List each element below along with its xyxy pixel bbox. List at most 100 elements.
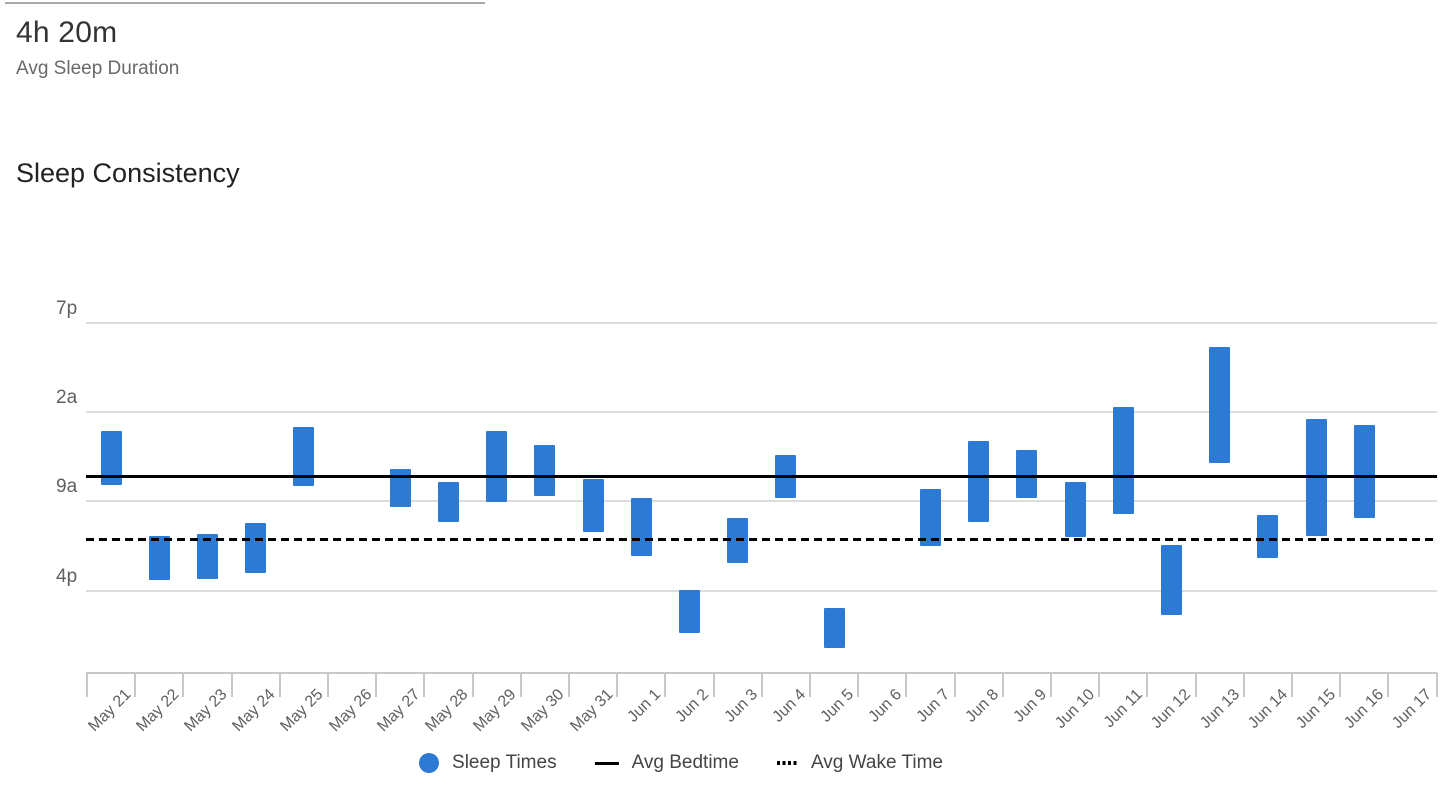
sleep-bar-jun-10[interactable] bbox=[1064, 481, 1086, 537]
y-axis-label-9a: 9a bbox=[56, 476, 78, 498]
x-axis-tick bbox=[953, 673, 956, 697]
sleep-bar-may-21[interactable] bbox=[100, 431, 122, 486]
x-axis-tick bbox=[905, 673, 908, 697]
x-axis-label-jun-4: Jun 4 bbox=[769, 686, 809, 726]
sleep-bar-may-23[interactable] bbox=[197, 534, 218, 579]
x-axis-tick bbox=[1387, 673, 1390, 697]
x-axis-tick bbox=[423, 673, 426, 697]
x-axis-tick bbox=[519, 673, 522, 697]
x-axis-tick bbox=[1194, 673, 1197, 697]
sleep-bar-may-28[interactable] bbox=[438, 482, 459, 523]
x-axis-tick bbox=[1050, 673, 1052, 697]
sleep-bar-jun-11[interactable] bbox=[1112, 406, 1134, 515]
x-axis-tick bbox=[1291, 673, 1293, 697]
legend-item-avg-wake-time[interactable]: Avg Wake Time bbox=[776, 752, 943, 774]
sleep-bar-may-29[interactable] bbox=[486, 431, 508, 502]
legend-item-sleep-times[interactable]: Sleep Times bbox=[419, 752, 557, 774]
avg-sleep-duration-label: Avg Sleep Duration bbox=[16, 58, 180, 79]
x-axis-tick bbox=[471, 673, 474, 697]
x-axis-label-may-31: May 31 bbox=[567, 686, 617, 736]
x-axis-label-jun-11: Jun 11 bbox=[1101, 686, 1147, 732]
x-axis-label-jun-6: Jun 6 bbox=[865, 686, 906, 726]
x-axis-label-may-26: May 26 bbox=[326, 686, 376, 736]
x-axis-tick bbox=[1098, 673, 1101, 697]
x-axis-tick bbox=[327, 673, 329, 697]
y-gridline-7p bbox=[86, 321, 1437, 324]
x-axis-tick bbox=[182, 673, 185, 697]
x-axis-label-jun-8: Jun 8 bbox=[962, 686, 1002, 726]
x-axis-tick bbox=[568, 673, 570, 697]
sleep-bar-may-30[interactable] bbox=[534, 444, 556, 496]
y-axis-label-2a: 2a bbox=[56, 387, 78, 409]
y-axis-label-7p: 7p bbox=[56, 297, 78, 319]
legend-label-avg-wake-time: Avg Wake Time bbox=[810, 752, 943, 773]
x-axis-label-may-25: May 25 bbox=[277, 686, 327, 736]
sleep-bar-jun-1[interactable] bbox=[630, 498, 652, 556]
x-axis-label-jun-3: Jun 3 bbox=[721, 686, 761, 726]
y-axis-label-4p: 4p bbox=[56, 565, 78, 587]
x-axis-tick bbox=[712, 673, 715, 697]
x-axis-label-jun-9: Jun 9 bbox=[1010, 686, 1050, 726]
sleep-bar-jun-8[interactable] bbox=[968, 441, 990, 522]
x-axis-label-jun-14: Jun 14 bbox=[1244, 686, 1291, 732]
x-axis-tick bbox=[1242, 673, 1245, 697]
x-axis-label-may-22: May 22 bbox=[133, 686, 183, 736]
x-axis-tick bbox=[1339, 673, 1342, 697]
legend-item-avg-bedtime[interactable]: Avg Bedtime bbox=[594, 752, 739, 774]
x-axis-tick bbox=[1435, 673, 1438, 697]
x-axis-label-jun-2: Jun 2 bbox=[672, 686, 713, 726]
x-axis-label-jun-17: Jun 17 bbox=[1389, 686, 1436, 732]
x-axis-label-may-24: May 24 bbox=[229, 686, 279, 736]
x-axis-label-may-29: May 29 bbox=[470, 686, 520, 736]
sleep-bar-jun-14[interactable] bbox=[1257, 515, 1279, 559]
x-axis-tick bbox=[760, 673, 763, 697]
x-axis-tick bbox=[375, 673, 378, 697]
y-gridline-4p bbox=[86, 589, 1437, 592]
x-axis-label-jun-10: Jun 10 bbox=[1052, 686, 1099, 732]
avg-bedtime-line bbox=[86, 475, 1437, 479]
sleep-bar-may-31[interactable] bbox=[582, 479, 604, 532]
y-gridline-9a bbox=[86, 500, 1437, 503]
y-gridline-2a bbox=[86, 411, 1437, 414]
sleep-bar-jun-7[interactable] bbox=[920, 488, 941, 546]
legend-label-sleep-times: Sleep Times bbox=[452, 752, 557, 773]
x-axis-label-may-27: May 27 bbox=[374, 686, 424, 736]
sleep-bar-may-24[interactable] bbox=[245, 522, 267, 573]
x-axis-label-jun-16: Jun 16 bbox=[1341, 686, 1388, 732]
avg-sleep-duration-value: 4h 20m bbox=[16, 16, 118, 49]
x-axis-tick bbox=[86, 673, 88, 697]
x-axis-label-jun-15: Jun 15 bbox=[1293, 686, 1340, 732]
avg-wake-time-line bbox=[86, 538, 1437, 542]
x-axis-tick bbox=[664, 673, 667, 697]
avg-bedtime-line-icon bbox=[594, 761, 619, 765]
sleep-times-dot-icon bbox=[419, 753, 440, 773]
x-axis-label-jun-13: Jun 13 bbox=[1196, 686, 1243, 732]
x-axis-label-jun-5: Jun 5 bbox=[817, 686, 858, 726]
x-axis-tick bbox=[857, 673, 860, 697]
sleep-bar-may-25[interactable] bbox=[293, 427, 315, 486]
legend-label-avg-bedtime: Avg Bedtime bbox=[631, 752, 739, 773]
x-axis-tick bbox=[1001, 673, 1004, 697]
sleep-bar-jun-16[interactable] bbox=[1353, 425, 1375, 519]
sleep-bar-jun-9[interactable] bbox=[1016, 450, 1038, 499]
x-axis-label-may-21: May 21 bbox=[85, 686, 135, 736]
x-axis-tick bbox=[134, 673, 137, 697]
page-title: Sleep Consistency bbox=[16, 158, 240, 188]
x-axis-tick bbox=[230, 673, 233, 697]
x-axis-label-may-30: May 30 bbox=[518, 686, 568, 736]
avg-wake-dotted-line-icon bbox=[776, 761, 798, 765]
sleep-bar-jun-13[interactable] bbox=[1209, 346, 1231, 464]
x-axis-label-jun-1: Jun 1 bbox=[624, 686, 665, 726]
chart-legend: Sleep Times Avg Bedtime Avg Wake Time bbox=[0, 748, 1362, 778]
sleep-bar-may-22[interactable] bbox=[148, 536, 170, 581]
x-axis-label-jun-12: Jun 12 bbox=[1148, 686, 1195, 732]
sleep-bar-jun-5[interactable] bbox=[823, 608, 845, 649]
sleep-bar-jun-12[interactable] bbox=[1161, 545, 1182, 616]
sleep-bar-jun-2[interactable] bbox=[679, 589, 700, 634]
x-axis-tick bbox=[278, 673, 281, 697]
x-axis-label-jun-7: Jun 7 bbox=[913, 686, 954, 726]
stat-card-divider bbox=[5, 2, 485, 4]
x-axis-tick bbox=[616, 673, 619, 697]
x-axis-tick bbox=[1146, 673, 1149, 697]
